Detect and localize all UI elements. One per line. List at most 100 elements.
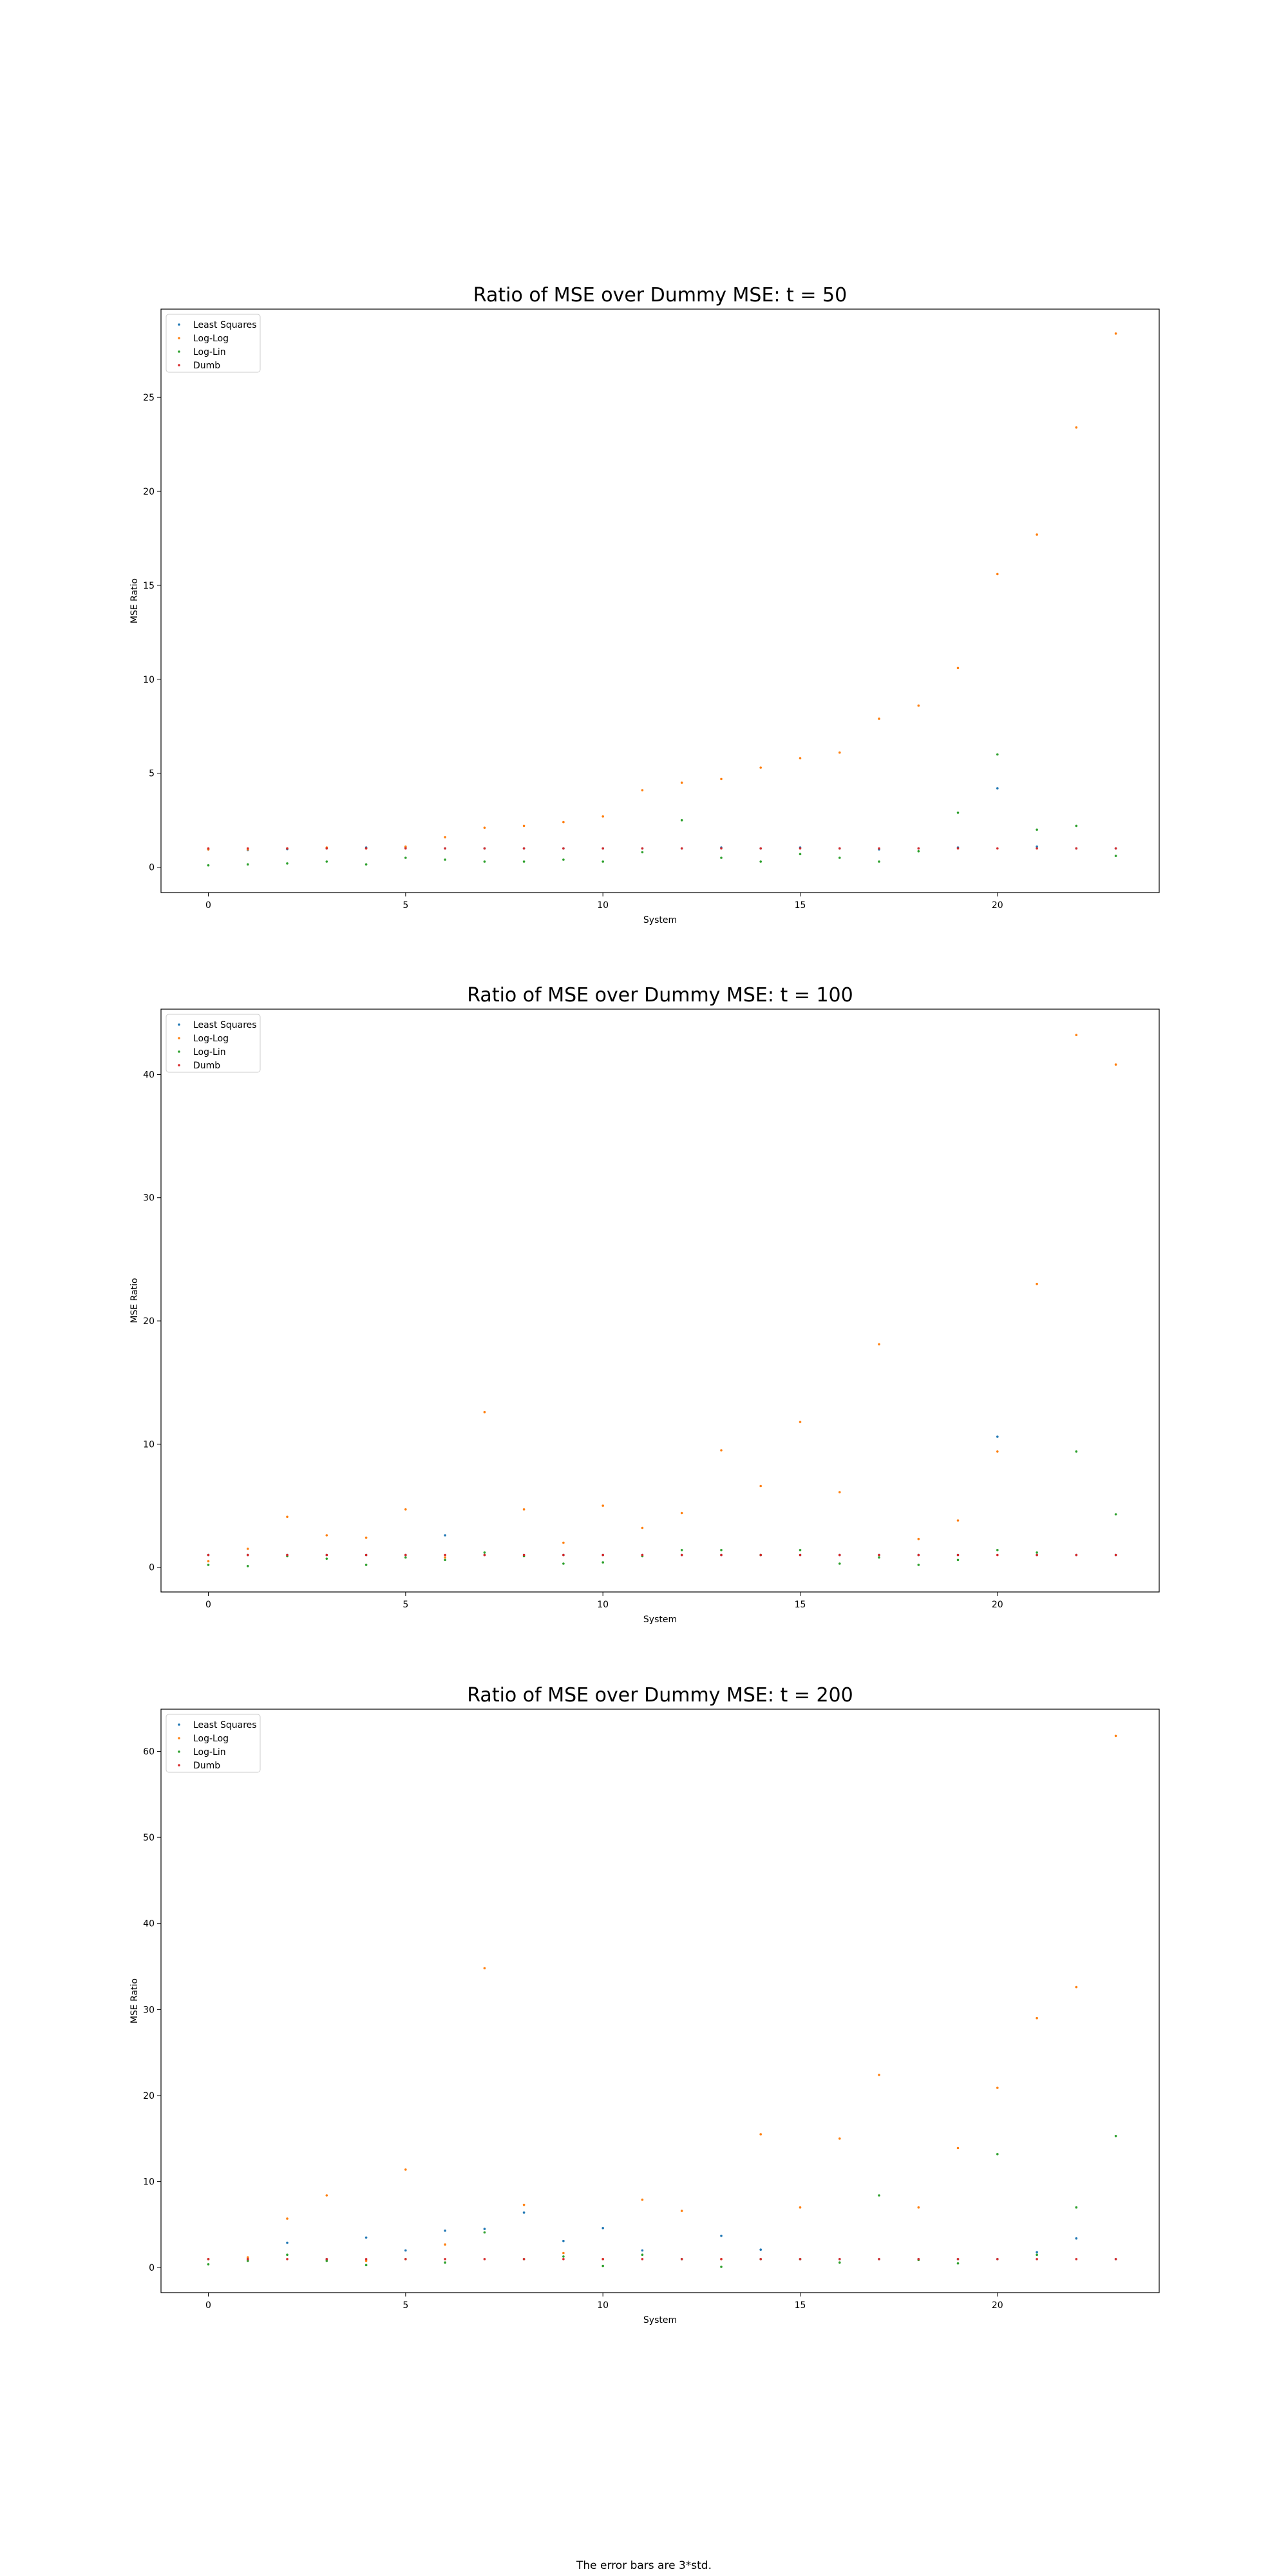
data-point-dumb (325, 1553, 328, 1557)
data-point-log-log (1114, 1734, 1117, 1738)
chart-panel-3: Ratio of MSE over Dummy MSE: t = 200 0 5 10… (129, 1684, 1160, 2325)
legend-label: Log-Lin (193, 1047, 226, 1057)
data-point-log-lin (917, 850, 920, 853)
data-point-log-lin (404, 857, 407, 859)
data-point-least-squares (286, 2241, 289, 2244)
data-point-log-lin (1114, 2135, 1117, 2137)
y-tick-label: 0 (149, 2263, 155, 2273)
data-point-log-lin (720, 857, 723, 859)
legend-marker (178, 323, 180, 326)
data-point-dumb (1036, 847, 1038, 850)
x-tick-label: 5 (402, 1600, 408, 1610)
data-point-dumb (207, 1553, 210, 1557)
data-point-dumb (838, 2258, 841, 2260)
data-point-log-log (956, 667, 960, 670)
data-point-least-squares (522, 2211, 526, 2214)
data-point-log-log (680, 781, 683, 784)
data-point-dumb (917, 847, 920, 850)
data-point-log-lin (286, 862, 289, 865)
legend-marker (178, 1750, 180, 1753)
data-point-log-log (799, 2206, 802, 2209)
data-point-log-lin (207, 864, 210, 867)
data-point-least-squares (720, 2235, 723, 2237)
data-point-log-log (601, 815, 604, 818)
data-point-log-log (996, 573, 999, 576)
data-point-log-log (1075, 426, 1078, 429)
data-point-log-log (759, 766, 762, 769)
data-point-dumb (838, 847, 841, 850)
legend-label: Dumb (193, 1761, 220, 1771)
data-point-dumb (404, 847, 407, 850)
data-point-log-lin (483, 860, 486, 863)
footnote: The error bars are 3*std. (576, 2559, 712, 2572)
data-point-log-log (799, 1421, 802, 1423)
data-point-dumb (286, 2258, 289, 2260)
data-point-log-log (956, 2146, 960, 2150)
data-point-dumb (720, 1553, 723, 1557)
data-point-dumb (956, 1553, 960, 1557)
data-point-log-log (878, 1343, 880, 1346)
data-point-log-log (917, 2206, 920, 2209)
data-point-log-lin (1036, 828, 1038, 831)
data-point-log-lin (838, 1562, 841, 1565)
y-tick-label: 5 (149, 769, 155, 779)
x-tick-label: 10 (597, 1600, 609, 1610)
data-point-dumb (1036, 2258, 1038, 2260)
data-point-log-lin (483, 2231, 486, 2234)
data-point-log-log (325, 2194, 328, 2197)
data-point-dumb (601, 847, 604, 850)
data-point-dumb (247, 1553, 249, 1557)
x-tick-label: 15 (795, 900, 806, 911)
data-point-log-log (325, 1534, 328, 1537)
y-tick-label: 0 (149, 863, 155, 873)
data-point-dumb (325, 2258, 328, 2260)
data-point-dumb (325, 847, 328, 850)
data-point-log-lin (720, 2266, 723, 2268)
data-point-dumb (286, 1553, 289, 1557)
data-point-log-log (878, 2074, 880, 2076)
data-point-dumb (601, 1553, 604, 1557)
data-point-log-lin (878, 1556, 880, 1559)
y-tick-label: 20 (143, 2091, 155, 2101)
legend-marker (178, 1723, 180, 1726)
data-point-least-squares (444, 1534, 446, 1537)
data-point-dumb (838, 1553, 841, 1557)
x-tick-label: 20 (992, 1600, 1003, 1610)
data-point-dumb (799, 847, 802, 850)
x-tick-label: 10 (597, 900, 609, 911)
data-point-dumb (720, 2258, 723, 2260)
data-point-log-lin (483, 1551, 486, 1554)
data-point-dumb (444, 1553, 446, 1557)
data-point-log-lin (799, 1549, 802, 1551)
x-tick-label: 0 (205, 1600, 211, 1610)
data-point-log-log (838, 2137, 841, 2140)
data-point-log-lin (641, 2253, 644, 2256)
data-point-dumb (207, 2258, 210, 2260)
x-axis-label: System (643, 2315, 677, 2325)
data-point-dumb (1075, 847, 1078, 850)
data-point-least-squares (1075, 2237, 1078, 2240)
data-point-dumb (680, 2258, 683, 2260)
y-tick-label: 20 (143, 487, 155, 497)
data-point-dumb (641, 847, 644, 850)
data-point-log-lin (1036, 1551, 1038, 1554)
legend: Least Squares Log-Log Log-Lin Dumb (166, 1714, 261, 1773)
data-point-log-log (1075, 1034, 1078, 1036)
legend-marker (178, 1064, 180, 1066)
data-point-dumb (207, 847, 210, 850)
legend-label: Log-Log (193, 1734, 229, 1744)
legend-marker (178, 364, 180, 366)
data-point-dumb (483, 847, 486, 850)
data-point-least-squares (483, 2228, 486, 2230)
x-tick-label: 20 (992, 2300, 1003, 2311)
y-tick-label: 15 (143, 581, 155, 591)
data-point-log-lin (996, 1549, 999, 1551)
data-point-log-log (365, 2259, 368, 2262)
data-point-log-lin (996, 2153, 999, 2155)
data-point-log-lin (996, 753, 999, 756)
data-point-log-log (759, 2133, 762, 2136)
data-point-log-lin (562, 858, 565, 861)
data-point-log-log (996, 1450, 999, 1453)
y-tick-label: 10 (143, 1439, 155, 1450)
y-axis-label: MSE Ratio (129, 578, 140, 623)
